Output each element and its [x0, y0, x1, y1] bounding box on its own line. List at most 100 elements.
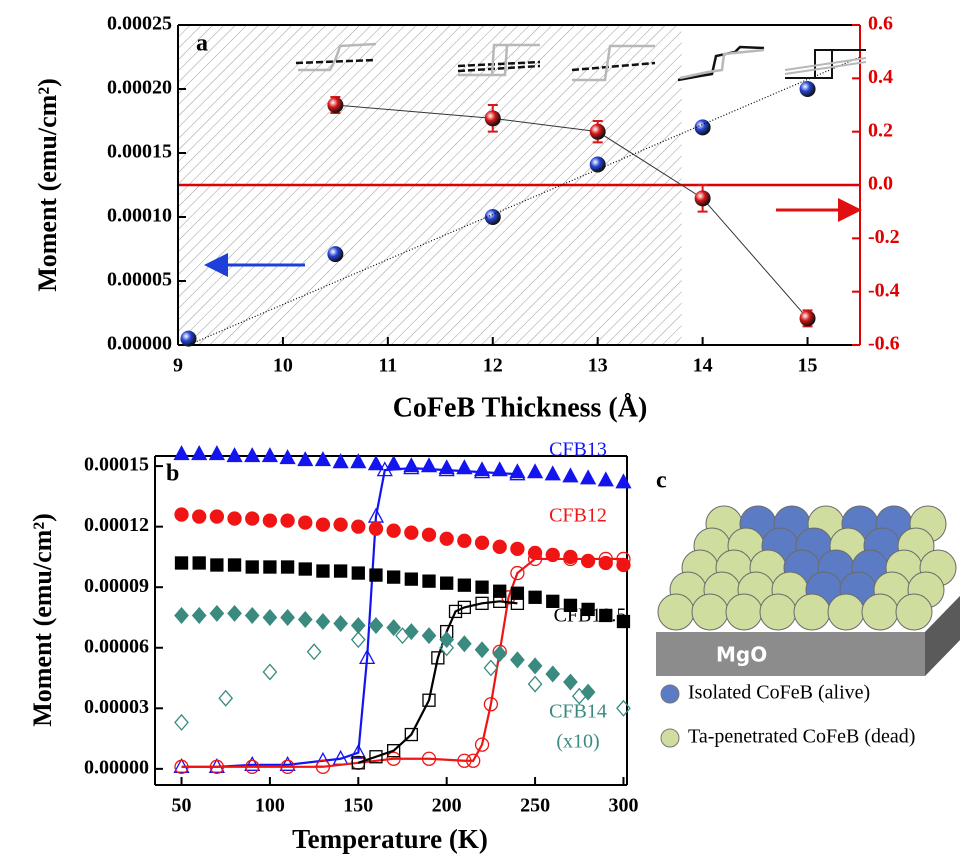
data-point: [192, 556, 206, 570]
data-point: [563, 598, 578, 613]
data-point: [333, 564, 348, 578]
data-point: [510, 586, 525, 600]
data-point: [297, 610, 313, 628]
data-point: [457, 635, 472, 653]
data-point: [227, 604, 242, 622]
x-tick-label: 150: [343, 795, 373, 817]
data-point: [457, 578, 472, 592]
data-point: [439, 531, 454, 546]
legend-swatch: [660, 684, 680, 704]
legend-swatch: [660, 728, 680, 748]
data-point: [209, 759, 225, 774]
x-tick-label: 10: [273, 355, 293, 377]
data-point: [571, 687, 587, 705]
data-point: [191, 445, 208, 461]
data-point: [376, 461, 393, 477]
data-point: [218, 689, 234, 707]
data-point: [368, 521, 384, 536]
series-label: CFB10.5: [554, 605, 627, 627]
data-point: [484, 110, 501, 127]
data-point: [474, 641, 490, 659]
data-point: [279, 755, 296, 771]
data-point: [431, 651, 445, 665]
data-point: [245, 759, 260, 774]
data-point: [350, 453, 367, 469]
data-point: [315, 759, 331, 774]
substrate-label: MgO: [716, 643, 767, 667]
data-point: [694, 119, 711, 136]
data-point: [563, 551, 578, 567]
inset-loop: [572, 44, 655, 82]
panel-a: 9 10 11 12 13 14 15 0.00000 0.00005 0.00010 0.0001…: [33, 13, 900, 424]
data-point: [209, 509, 225, 524]
data-point: [616, 551, 631, 567]
data-point: [297, 451, 314, 467]
panel-b: 50 100 150 200 250 300 0.00000 0.00003 0.00006 0.…: [28, 439, 638, 855]
y-tick-label: 0.00000: [107, 333, 172, 355]
data-point: [404, 727, 418, 742]
x-axis-label: CoFeB Thickness (Å): [393, 392, 648, 423]
y-tick-label: 0.00000: [84, 756, 149, 778]
data-point: [263, 560, 277, 574]
data-point: [404, 572, 418, 586]
data-point: [369, 750, 383, 764]
data-point: [457, 753, 472, 768]
x-axis-label: Temperature (K): [292, 824, 488, 854]
data-point: [351, 756, 365, 770]
data-point: [327, 97, 344, 113]
panel-label: b: [166, 461, 179, 487]
data-point: [404, 525, 419, 540]
data-point: [493, 584, 507, 598]
data-point: [227, 511, 242, 526]
data-point: [694, 190, 711, 207]
data-point: [226, 447, 243, 463]
data-point: [261, 447, 278, 463]
y-axis-label: Moment (emu/cm²): [33, 78, 62, 292]
data-point: [484, 209, 501, 225]
data-point: [509, 465, 526, 481]
atom: [725, 593, 763, 631]
data-point: [589, 123, 606, 140]
data-point: [180, 330, 197, 347]
data-point: [527, 657, 543, 675]
data-point: [386, 523, 401, 538]
data-point: [510, 651, 525, 669]
atom: [861, 593, 899, 631]
data-point: [395, 627, 410, 645]
data-point: [545, 665, 561, 683]
data-point: [510, 565, 525, 581]
data-point: [421, 527, 437, 542]
data-point: [440, 576, 454, 590]
data-point: [333, 615, 348, 633]
sphere-layer: [657, 505, 957, 631]
data-point: [421, 751, 437, 766]
atom: [793, 593, 831, 631]
data-point: [244, 447, 261, 463]
series-label: CFB14: [549, 701, 607, 723]
data-point: [544, 465, 561, 481]
data-point: [421, 627, 437, 645]
series-line: [181, 557, 624, 768]
y2-tick-label: -0.4: [868, 279, 900, 301]
atom: [657, 593, 695, 631]
data-point: [210, 558, 224, 572]
data-point: [316, 564, 330, 578]
data-point: [526, 463, 544, 479]
y2-tick-label: 0.0: [868, 173, 893, 195]
data-point: [174, 606, 189, 624]
x-tick-label: 250: [520, 795, 550, 817]
data-point: [209, 604, 225, 622]
data-point: [315, 613, 331, 631]
data-point: [244, 606, 260, 624]
y-tick-label: 0.00012: [84, 514, 149, 536]
data-point: [563, 673, 578, 691]
y-tick-label: 0.00009: [84, 575, 149, 597]
data-point: [799, 310, 816, 327]
atom: [895, 593, 933, 631]
data-point: [174, 713, 189, 731]
data-point: [280, 608, 295, 626]
data-point: [528, 590, 542, 604]
data-point: [244, 755, 261, 771]
inset-loop: [458, 43, 540, 77]
